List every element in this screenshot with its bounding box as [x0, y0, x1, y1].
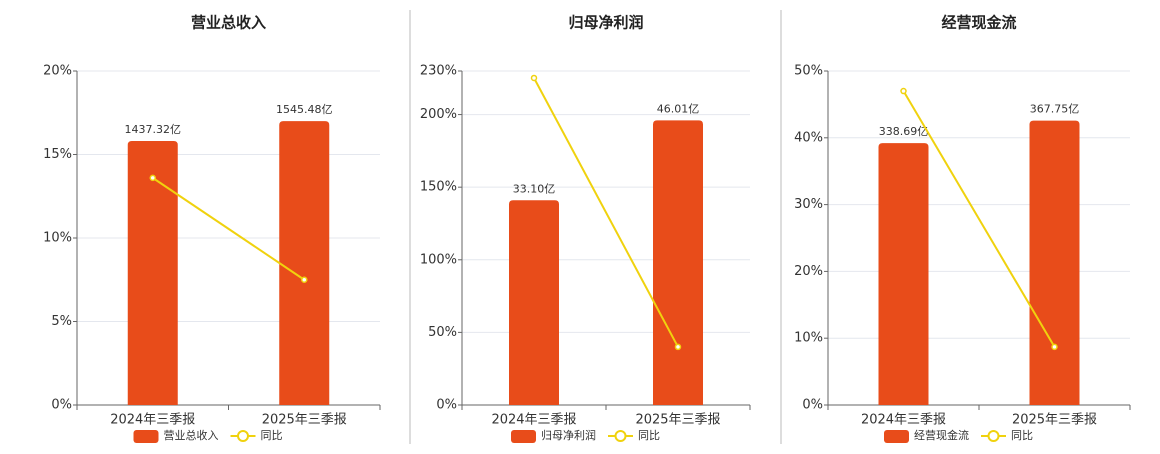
bar: [878, 143, 929, 405]
line: [533, 77, 679, 348]
bar: [653, 120, 703, 406]
legend-label: 营业总收入: [164, 428, 219, 442]
value-label: 1545.48亿: [276, 103, 333, 116]
x-tick-label: 2025年三季报: [635, 413, 720, 428]
y-tick-label: 50%: [428, 325, 457, 340]
y-tick-label: 200%: [420, 107, 457, 122]
bar: [1029, 120, 1080, 405]
x-tick-label: 2024年三季报: [491, 413, 576, 428]
value-label: 46.01亿: [657, 102, 700, 115]
legend-label: 归母净利润: [541, 428, 596, 442]
x-tick-label: 2025年三季报: [1012, 413, 1097, 428]
value-label: 33.10亿: [513, 182, 556, 195]
y-tick-label: 20%: [43, 64, 72, 79]
line: [902, 90, 1056, 348]
legend-label: 经营现金流: [914, 428, 969, 442]
y-tick-label: 10%: [794, 331, 823, 346]
y-tick-label: 230%: [420, 64, 457, 79]
x-tick-label: 2024年三季报: [861, 413, 946, 428]
line-point: [674, 343, 682, 351]
y-tick-label: 15%: [43, 147, 72, 162]
line-point: [301, 276, 308, 283]
y-tick-label: 20%: [794, 264, 823, 279]
line-point: [900, 87, 907, 95]
y-tick-label: 30%: [794, 197, 823, 212]
y-tick-label: 0%: [802, 398, 823, 413]
legend-label: 同比: [638, 429, 660, 442]
y-tick-label: 0%: [51, 398, 72, 413]
legend-swatch: [133, 430, 159, 443]
value-label: 338.69亿: [879, 125, 929, 138]
x-tick-label: 2024年三季报: [110, 413, 195, 428]
line: [152, 177, 305, 281]
chart-title: 营业总收入: [191, 14, 266, 32]
bar: [279, 121, 330, 406]
line-point: [530, 74, 538, 82]
y-tick-label: 5%: [51, 314, 72, 329]
line-point: [149, 174, 156, 182]
chart-title: 归母净利润: [568, 14, 643, 32]
legend-swatch: [614, 430, 627, 442]
y-tick-label: 100%: [420, 252, 457, 267]
legend-swatch: [237, 430, 249, 442]
legend-swatch: [987, 430, 1000, 442]
legend-label: 同比: [1011, 429, 1033, 442]
y-tick-label: 0%: [436, 398, 457, 413]
y-tick-label: 40%: [794, 130, 823, 145]
legend-swatch: [511, 430, 536, 443]
value-label: 1437.32亿: [125, 123, 182, 136]
value-label: 367.75亿: [1030, 103, 1080, 116]
bar: [127, 140, 178, 405]
legend-label: 同比: [261, 429, 283, 442]
bar: [509, 200, 559, 405]
x-tick-label: 2025年三季报: [262, 413, 347, 428]
y-tick-label: 50%: [794, 64, 823, 79]
line-point: [1051, 343, 1058, 351]
chart-title: 经营现金流: [941, 14, 1016, 32]
y-tick-label: 150%: [420, 180, 457, 195]
legend-swatch: [884, 430, 909, 443]
y-tick-label: 10%: [43, 231, 72, 246]
